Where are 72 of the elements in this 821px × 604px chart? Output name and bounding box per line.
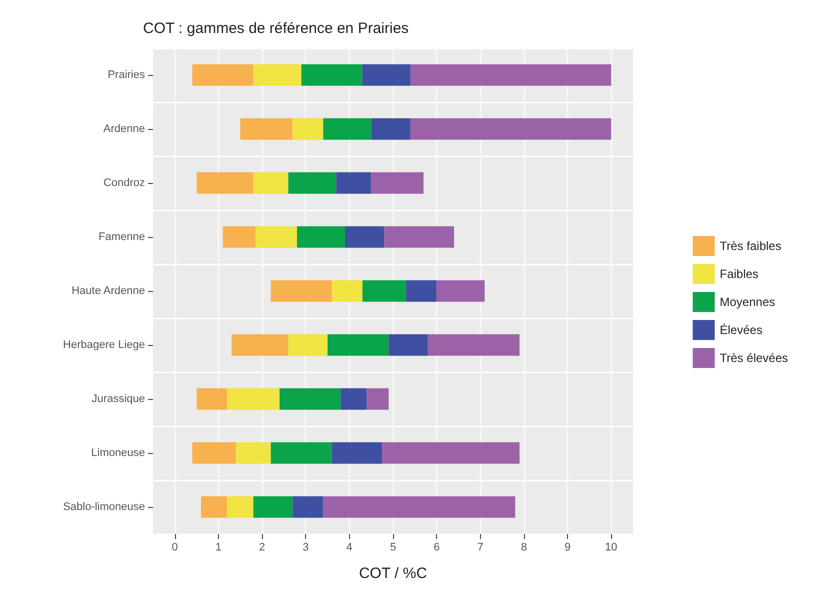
x-tick-label: 10 (605, 542, 618, 554)
legend-label: Moyennes (720, 295, 776, 309)
bar (410, 64, 612, 86)
legend-label: Élevées (720, 323, 762, 337)
bar (227, 496, 254, 518)
bar (297, 226, 345, 248)
bar (362, 64, 410, 86)
bar (301, 64, 362, 86)
chart-title: COT : gammes de référence en Prairies (143, 20, 409, 37)
bar (288, 172, 336, 194)
x-tick-label: 3 (302, 542, 309, 554)
y-tick-label: Famenne (98, 231, 145, 243)
bar (382, 442, 520, 464)
y-tick-label: Sablo-limoneuse (63, 501, 145, 513)
bar (288, 334, 328, 356)
bar (362, 280, 406, 302)
bar (253, 496, 293, 518)
x-axis-title: COT / %C (358, 565, 428, 582)
x-tick-label: 6 (434, 542, 440, 554)
x-tick-label: 7 (477, 542, 484, 554)
x-tick-label: 1 (215, 542, 222, 554)
bar (270, 280, 332, 302)
bar (253, 172, 288, 194)
bar (227, 388, 280, 410)
bar (371, 172, 424, 194)
bar (332, 280, 362, 302)
bar (366, 388, 389, 410)
y-tick-label: Prairies (108, 69, 146, 81)
bar (292, 118, 324, 140)
x-tick-label: 9 (564, 542, 571, 554)
legend-label: Faibles (720, 267, 758, 281)
y-tick-label: Limoneuse (91, 447, 145, 459)
bar (428, 334, 520, 356)
bar (253, 64, 302, 86)
bar (371, 118, 410, 140)
bar (196, 388, 228, 410)
y-tick-label: Haute Ardenne (72, 285, 145, 297)
bar (196, 172, 254, 194)
bar (410, 118, 612, 140)
bar (270, 442, 332, 464)
legend-label: Très faibles (720, 239, 782, 253)
bar (192, 442, 236, 464)
bar (256, 226, 297, 248)
y-tick-label: Herbagere Liege (63, 339, 145, 351)
bar (336, 172, 372, 194)
x-tick-label: 0 (172, 542, 178, 554)
bar (201, 496, 228, 518)
y-tick-label: Ardenne (103, 123, 145, 135)
bar (340, 388, 367, 410)
bar (323, 118, 372, 140)
bar (332, 442, 382, 464)
x-tick-label: 8 (520, 542, 527, 554)
legend-label: Très élevées (720, 351, 788, 365)
x-tick-label: 2 (259, 542, 266, 554)
bar (384, 226, 454, 248)
bar (222, 226, 256, 248)
bar (436, 280, 485, 302)
y-tick-label: Jurassique (92, 393, 145, 405)
bar (280, 388, 341, 410)
bar (345, 226, 384, 248)
bar (232, 334, 288, 356)
bar (292, 496, 324, 518)
bar (240, 118, 293, 140)
y-tick-label: Condroz (103, 177, 145, 189)
bar (406, 280, 437, 302)
bar (388, 334, 428, 356)
bar (192, 64, 254, 86)
x-tick-label: 5 (390, 542, 396, 554)
bar (328, 334, 389, 356)
bar (323, 496, 516, 518)
x-tick-label: 4 (346, 542, 352, 554)
bar (236, 442, 271, 464)
